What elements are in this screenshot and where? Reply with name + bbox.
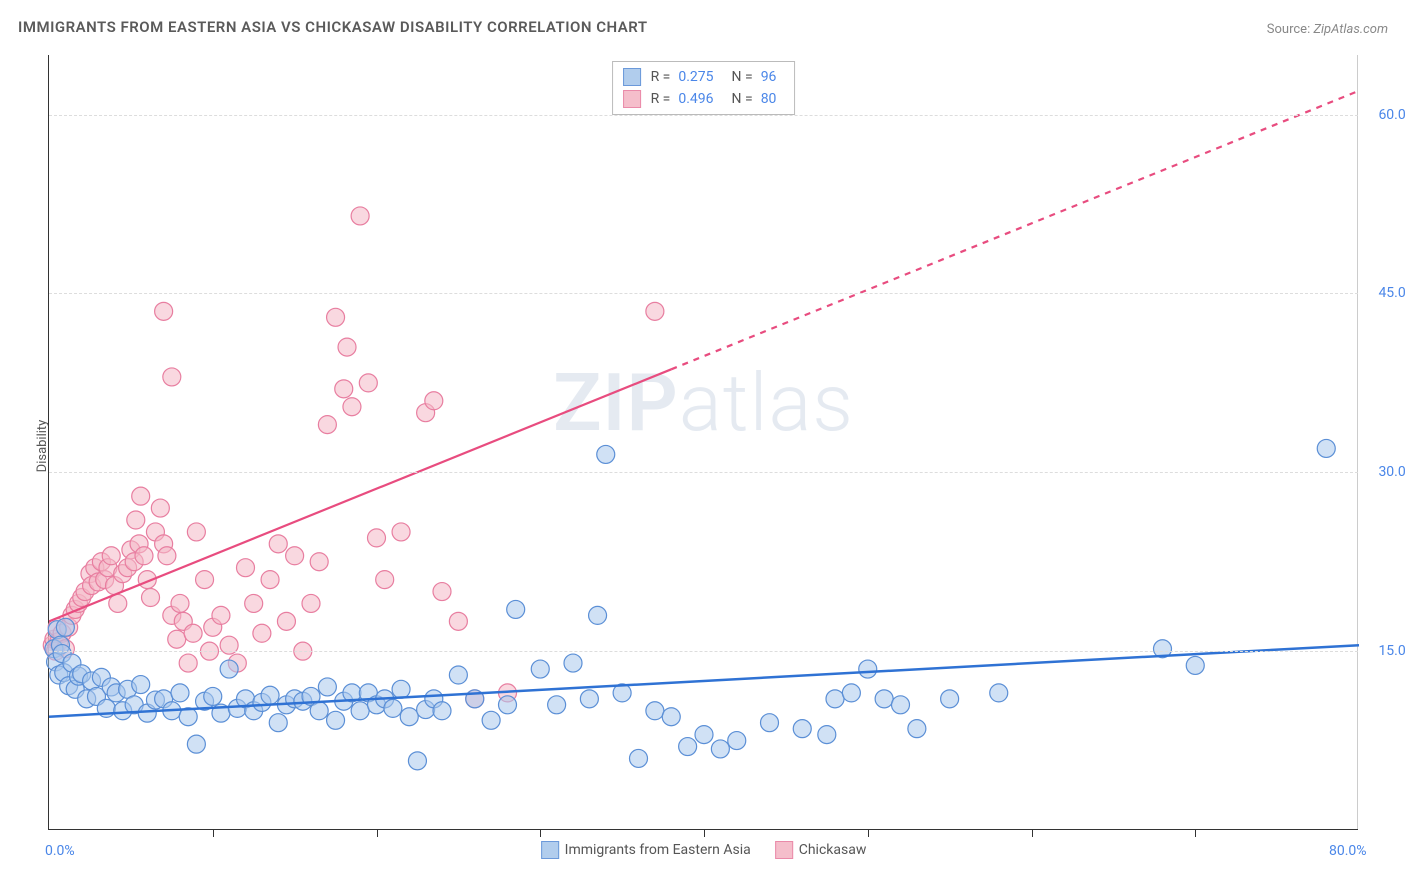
legend-item-b: Chickasaw (775, 841, 867, 859)
gridline-h (49, 651, 1358, 652)
x-tick (1032, 829, 1033, 837)
gridline-h (49, 472, 1358, 473)
n-label-b: N = (732, 91, 753, 107)
stats-row-b: R = 0.496 N = 80 (623, 88, 785, 110)
stats-legend-box: R = 0.275 N = 96 R = 0.496 N = 80 (612, 61, 796, 115)
gridline-h (49, 115, 1358, 116)
n-label-a: N = (732, 69, 753, 85)
n-value-b: 80 (761, 91, 777, 107)
gridline-h (49, 293, 1358, 294)
r-value-a: 0.275 (678, 69, 713, 85)
x-tick (540, 829, 541, 837)
x-tick-label: 80.0% (1329, 843, 1367, 859)
y-tick-label: 45.0% (1378, 285, 1406, 301)
stats-row-a: R = 0.275 N = 96 (623, 66, 785, 88)
source-attribution: Source: ZipAtlas.com (1267, 22, 1388, 37)
legend-label-a: Immigrants from Eastern Asia (565, 842, 751, 858)
source-label: Source: (1267, 22, 1310, 37)
swatch-a (623, 68, 641, 86)
legend-swatch-a (541, 841, 559, 859)
x-tick (868, 829, 869, 837)
y-tick-label: 60.0% (1378, 107, 1406, 123)
y-tick-label: 30.0% (1378, 464, 1406, 480)
r-value-b: 0.496 (678, 91, 713, 107)
x-tick (213, 829, 214, 837)
n-value-a: 96 (761, 69, 777, 85)
legend-label-b: Chickasaw (799, 842, 867, 858)
x-tick (704, 829, 705, 837)
x-tick (1195, 829, 1196, 837)
x-tick-label: 0.0% (45, 843, 75, 859)
legend-item-a: Immigrants from Eastern Asia (541, 841, 751, 859)
source-name: ZipAtlas.com (1313, 22, 1388, 37)
scatter-plot: ZIPatlas R = 0.275 N = 96 R = 0.496 N = … (48, 55, 1358, 830)
r-label-b: R = (651, 91, 671, 107)
chart-title: IMMIGRANTS FROM EASTERN ASIA VS CHICKASA… (18, 18, 648, 36)
y-tick-label: 15.0% (1378, 643, 1406, 659)
swatch-b (623, 90, 641, 108)
bottom-legend: Immigrants from Eastern Asia Chickasaw (541, 841, 867, 859)
legend-swatch-b (775, 841, 793, 859)
plot-svg (49, 55, 1358, 829)
r-label-a: R = (651, 69, 671, 85)
x-tick (377, 829, 378, 837)
